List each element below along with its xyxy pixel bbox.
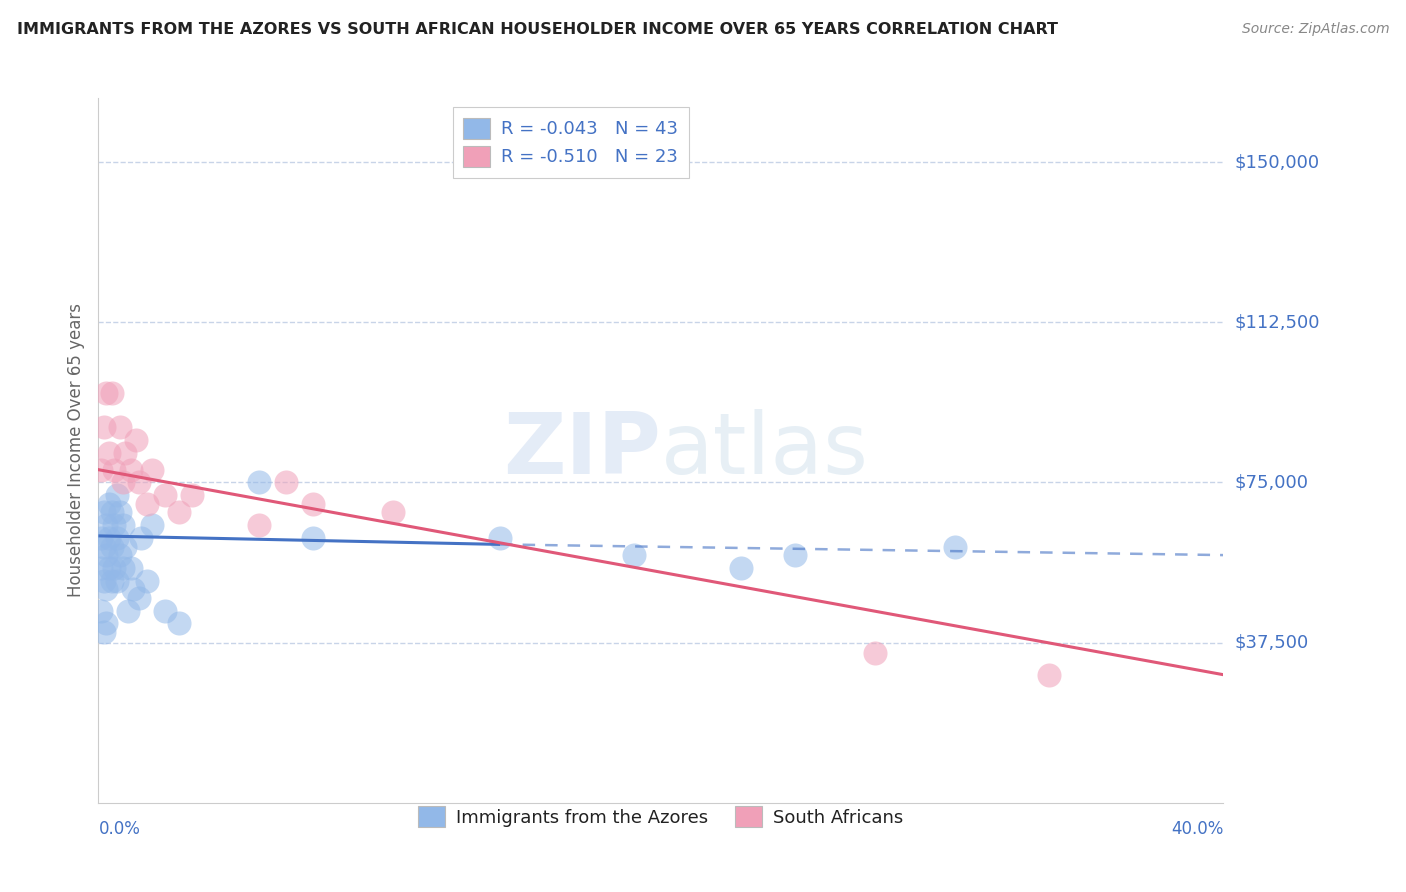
Point: [863, 646, 886, 660]
Point: [730, 561, 752, 575]
Point: [155, 488, 177, 502]
Point: [141, 518, 163, 533]
Point: [108, 420, 131, 434]
Point: [120, 561, 142, 575]
Point: [90, 561, 112, 575]
Point: [623, 548, 645, 562]
Point: [96, 385, 118, 400]
Point: [93, 540, 115, 554]
Point: [247, 475, 270, 490]
Point: [96, 518, 118, 533]
Point: [120, 463, 142, 477]
Point: [105, 488, 128, 502]
Point: [274, 475, 297, 490]
Point: [155, 604, 177, 618]
Point: [90, 531, 112, 545]
Point: [181, 488, 204, 502]
Point: [945, 540, 967, 554]
Point: [98, 561, 121, 575]
Text: 40.0%: 40.0%: [1171, 821, 1223, 838]
Point: [108, 505, 131, 519]
Point: [98, 497, 121, 511]
Point: [105, 574, 128, 588]
Point: [167, 616, 190, 631]
Point: [103, 561, 125, 575]
Point: [103, 518, 125, 533]
Point: [101, 385, 124, 400]
Point: [96, 582, 118, 597]
Point: [96, 548, 118, 562]
Point: [93, 505, 115, 519]
Point: [128, 475, 150, 490]
Point: [125, 433, 148, 447]
Point: [98, 445, 121, 459]
Y-axis label: Householder Income Over 65 years: Householder Income Over 65 years: [66, 303, 84, 598]
Point: [247, 518, 270, 533]
Legend: Immigrants from the Azores, South Africans: Immigrants from the Azores, South Africa…: [409, 797, 912, 836]
Point: [141, 463, 163, 477]
Point: [101, 540, 124, 554]
Point: [108, 548, 131, 562]
Point: [111, 561, 134, 575]
Text: IMMIGRANTS FROM THE AZORES VS SOUTH AFRICAN HOUSEHOLDER INCOME OVER 65 YEARS COR: IMMIGRANTS FROM THE AZORES VS SOUTH AFRI…: [17, 22, 1057, 37]
Point: [103, 463, 125, 477]
Point: [90, 463, 112, 477]
Point: [114, 540, 136, 554]
Point: [96, 616, 118, 631]
Point: [114, 445, 136, 459]
Point: [101, 505, 124, 519]
Point: [122, 582, 145, 597]
Text: Source: ZipAtlas.com: Source: ZipAtlas.com: [1241, 22, 1389, 37]
Point: [382, 505, 405, 519]
Point: [117, 604, 139, 618]
Point: [128, 591, 150, 605]
Point: [111, 518, 134, 533]
Point: [93, 420, 115, 434]
Point: [111, 475, 134, 490]
Text: $150,000: $150,000: [1234, 153, 1319, 171]
Point: [129, 531, 152, 545]
Point: [93, 624, 115, 639]
Point: [93, 574, 115, 588]
Point: [301, 497, 323, 511]
Point: [101, 574, 124, 588]
Text: ZIP: ZIP: [503, 409, 661, 492]
Text: $37,500: $37,500: [1234, 633, 1309, 652]
Text: 0.0%: 0.0%: [98, 821, 141, 838]
Point: [1038, 667, 1060, 681]
Point: [301, 531, 323, 545]
Text: $112,500: $112,500: [1234, 313, 1320, 331]
Point: [105, 531, 128, 545]
Text: $75,000: $75,000: [1234, 474, 1309, 491]
Text: atlas: atlas: [661, 409, 869, 492]
Point: [783, 548, 806, 562]
Point: [167, 505, 190, 519]
Point: [98, 531, 121, 545]
Point: [135, 574, 157, 588]
Point: [135, 497, 157, 511]
Point: [489, 531, 512, 545]
Point: [90, 604, 112, 618]
